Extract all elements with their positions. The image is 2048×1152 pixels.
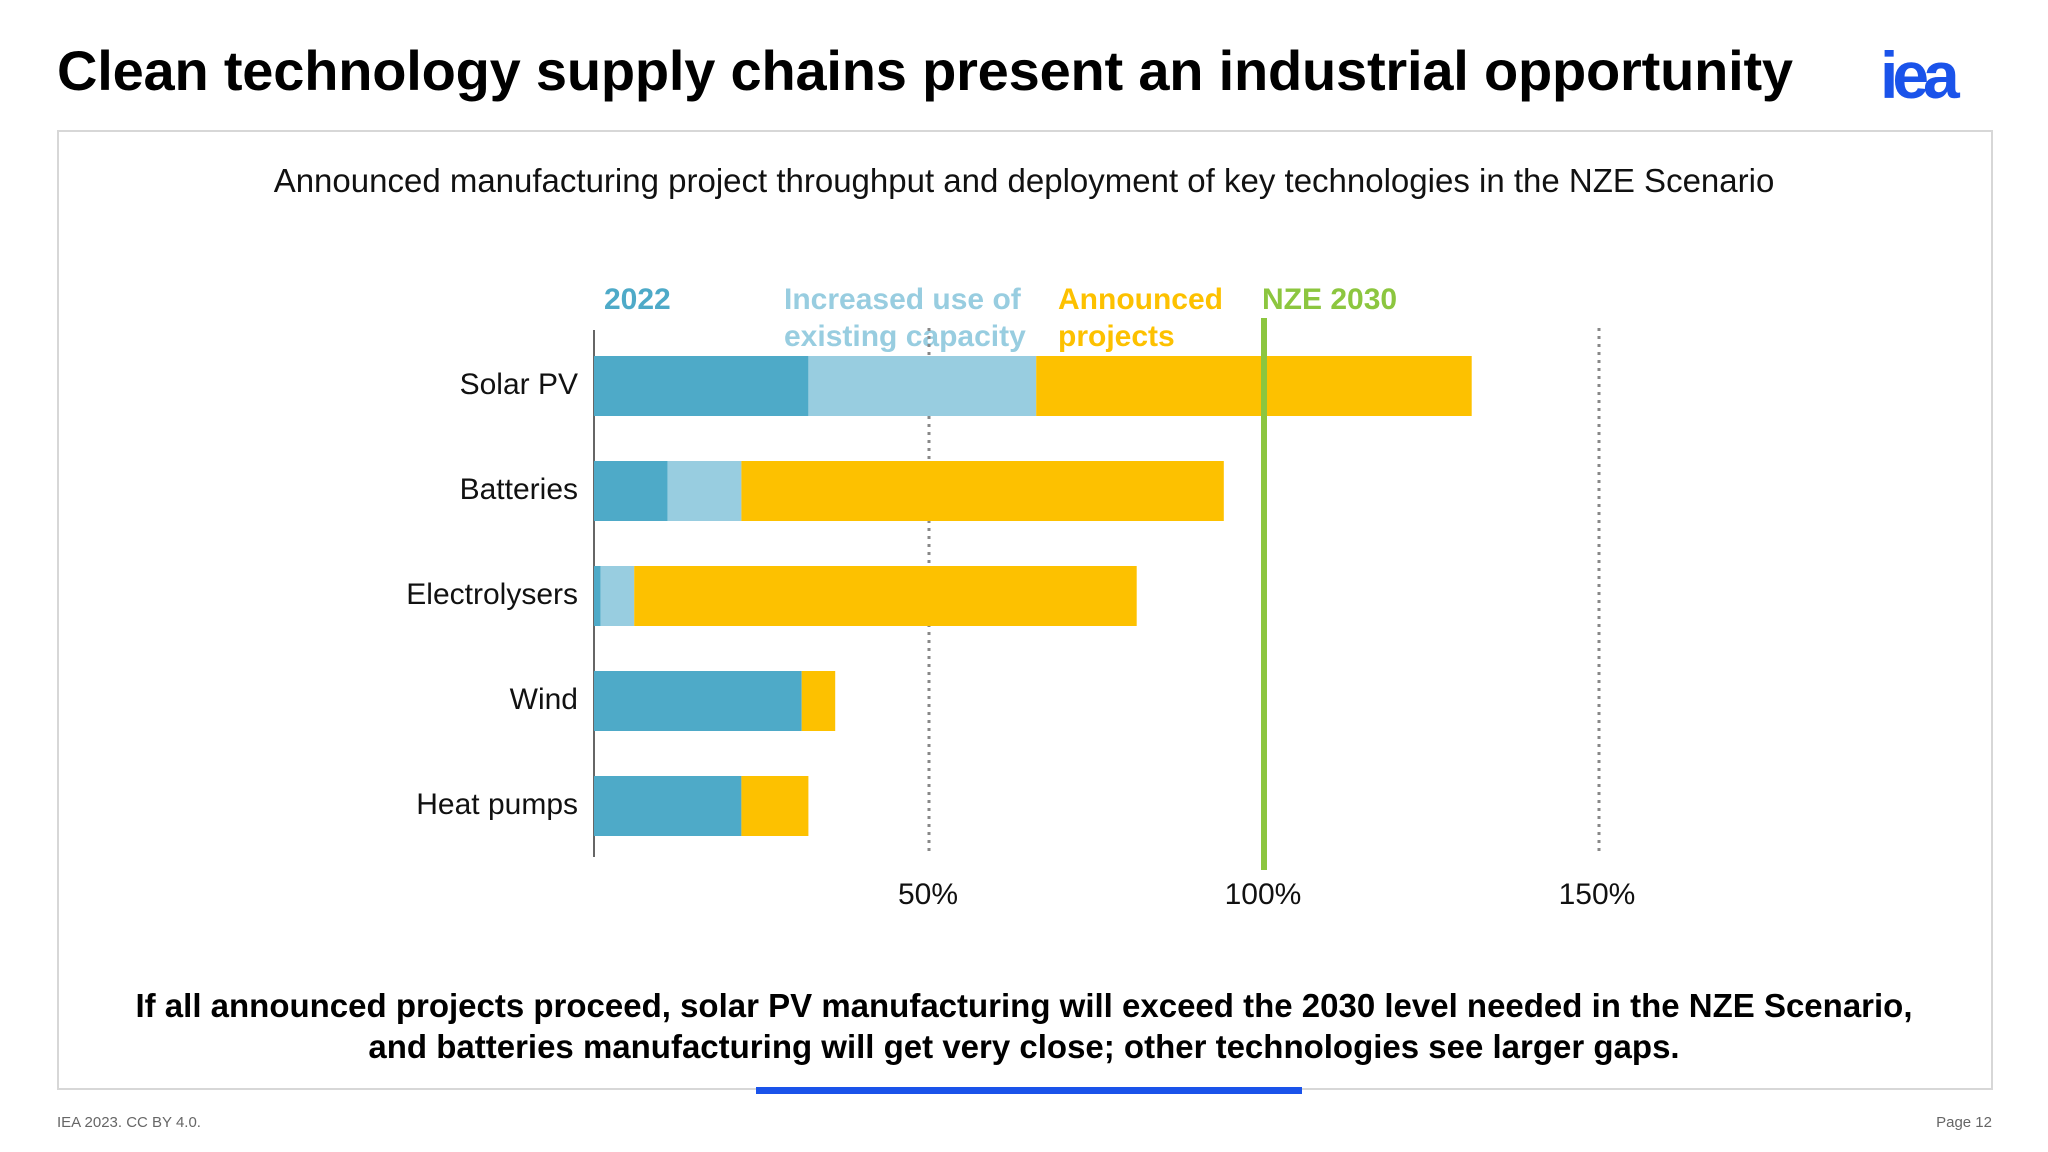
x-tick-label-100: 100% [1224, 878, 1302, 911]
legend-announced-projects: Announced projects [1058, 244, 1223, 355]
legend-existing-capacity: Increased use of existing capacity [784, 244, 1026, 355]
bar-electrolysers-existing-capacity [600, 566, 635, 626]
footer-page-number: Page 12 [1936, 1114, 1992, 1131]
legend-nze-2030: NZE 2030 [1262, 244, 1397, 318]
bar-heat-pumps-announced-projects [741, 776, 809, 836]
bar-batteries-2022 [594, 461, 668, 521]
footer-copyright: IEA 2023. CC BY 4.0. [57, 1114, 201, 1131]
key-message: If all announced projects proceed, solar… [60, 985, 1988, 1067]
bar-electrolysers-announced-projects [634, 566, 1137, 626]
iea-logo: iea [1880, 38, 2000, 112]
bar-wind-2022 [594, 671, 802, 731]
bar-solar-pv-announced-projects [1036, 356, 1472, 416]
bar-batteries-announced-projects [741, 461, 1224, 521]
chart-title: Announced manufacturing project throughp… [273, 162, 1775, 199]
legend-2022: 2022 [604, 244, 671, 318]
legend-existing-label: Increased use of existing capacity [784, 283, 1026, 353]
legend-announced-label: Announced projects [1058, 283, 1223, 353]
bar-electrolysers-2022 [594, 566, 601, 626]
category-label-heat-pumps: Heat pumps [416, 788, 578, 821]
bar-wind-announced-projects [801, 671, 836, 731]
category-label-batteries: Batteries [459, 473, 578, 506]
category-label-solar-pv: Solar PV [459, 368, 578, 401]
key-message-line-2: and batteries manufacturing will get ver… [368, 1028, 1680, 1065]
accent-underline [756, 1087, 1302, 1094]
legend-nze-label: NZE 2030 [1262, 283, 1398, 316]
bar-heat-pumps-2022 [594, 776, 742, 836]
key-message-line-1: If all announced projects proceed, solar… [135, 987, 1913, 1024]
bar-batteries-existing-capacity [667, 461, 742, 521]
category-label-electrolysers: Electrolysers [406, 578, 578, 611]
x-tick-label-150: 150% [1558, 878, 1636, 911]
category-label-wind: Wind [509, 683, 578, 716]
slide-title: Clean technology supply chains present a… [57, 39, 1793, 102]
bar-solar-pv-2022 [594, 356, 809, 416]
x-tick-label-50: 50% [897, 878, 959, 911]
legend-2022-label: 2022 [604, 283, 671, 316]
svg-text:iea: iea [1880, 50, 1961, 102]
bar-solar-pv-existing-capacity [808, 356, 1037, 416]
iea-logo-icon: iea [1880, 38, 1967, 112]
